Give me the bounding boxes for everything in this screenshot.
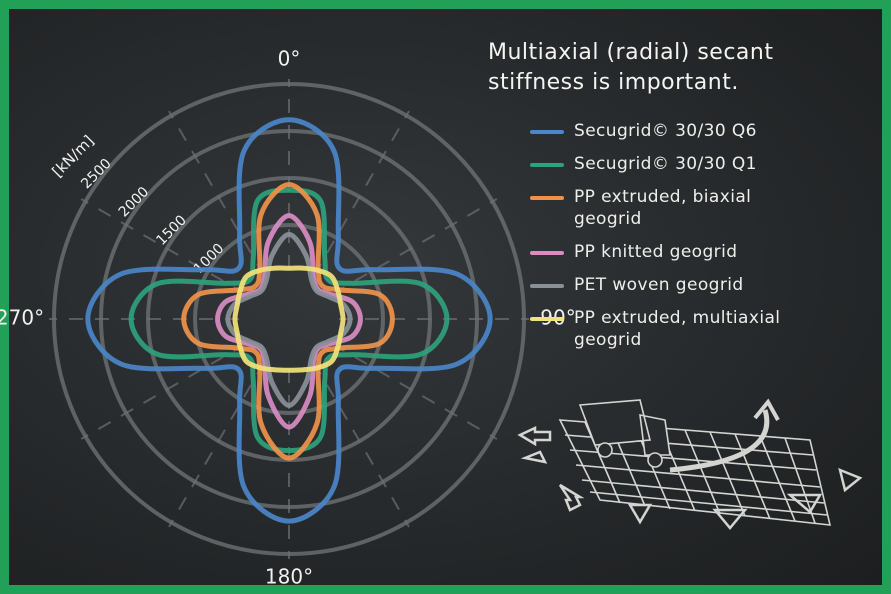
legend-label: Secugrid© 30/30 Q1 [574,154,757,174]
angle-label: 0° [278,47,301,71]
angle-label: 270° [0,306,44,330]
grid-ring [193,223,385,415]
spoke [168,361,265,528]
legend-entry: PP extruded, biaxial geogrid [530,186,820,230]
spoke [331,198,498,295]
spoke [313,361,410,528]
angle-label: 180° [265,565,313,589]
grid-ring [146,176,432,462]
spoke [313,110,410,277]
spoke [331,343,498,440]
truck-illustration [517,398,863,530]
legend-entry: Secugrid© 30/30 Q6 [530,120,820,142]
legend: Secugrid© 30/30 Q6 Secugrid© 30/30 Q1 PP e… [530,120,820,362]
legend-label: PP knitted geogrid [574,242,738,262]
series-line [225,231,353,408]
legend-entry: PP extruded, multiaxial geogrid [530,307,820,351]
series-line [128,187,450,454]
legend-entry: PET woven geogrid [530,274,820,296]
legend-label: Secugrid© 30/30 Q6 [574,121,757,141]
legend-label: PP extruded, biaxial geogrid [574,187,752,229]
legend-swatch [530,284,564,288]
spoke [80,198,247,295]
legend-entry: Secugrid© 30/30 Q1 [530,153,820,175]
chart-title: Multiaxial (radial) secant stiffness is … [488,40,774,95]
legend-swatch [530,163,564,167]
spoke [80,343,247,440]
legend-swatch [530,317,564,321]
legend-swatch [530,251,564,255]
legend-label: PET woven geogrid [574,275,744,295]
series-line [215,213,363,430]
legend-swatch [530,196,564,200]
grid-ring [52,82,526,556]
legend-entry: PP knitted geogrid [530,241,820,263]
legend-swatch [530,130,564,134]
spoke [168,110,265,277]
series-line [232,265,346,373]
grid-ring [99,129,479,509]
legend-label: PP extruded, multiaxial geogrid [574,308,781,350]
series-line [85,117,493,524]
